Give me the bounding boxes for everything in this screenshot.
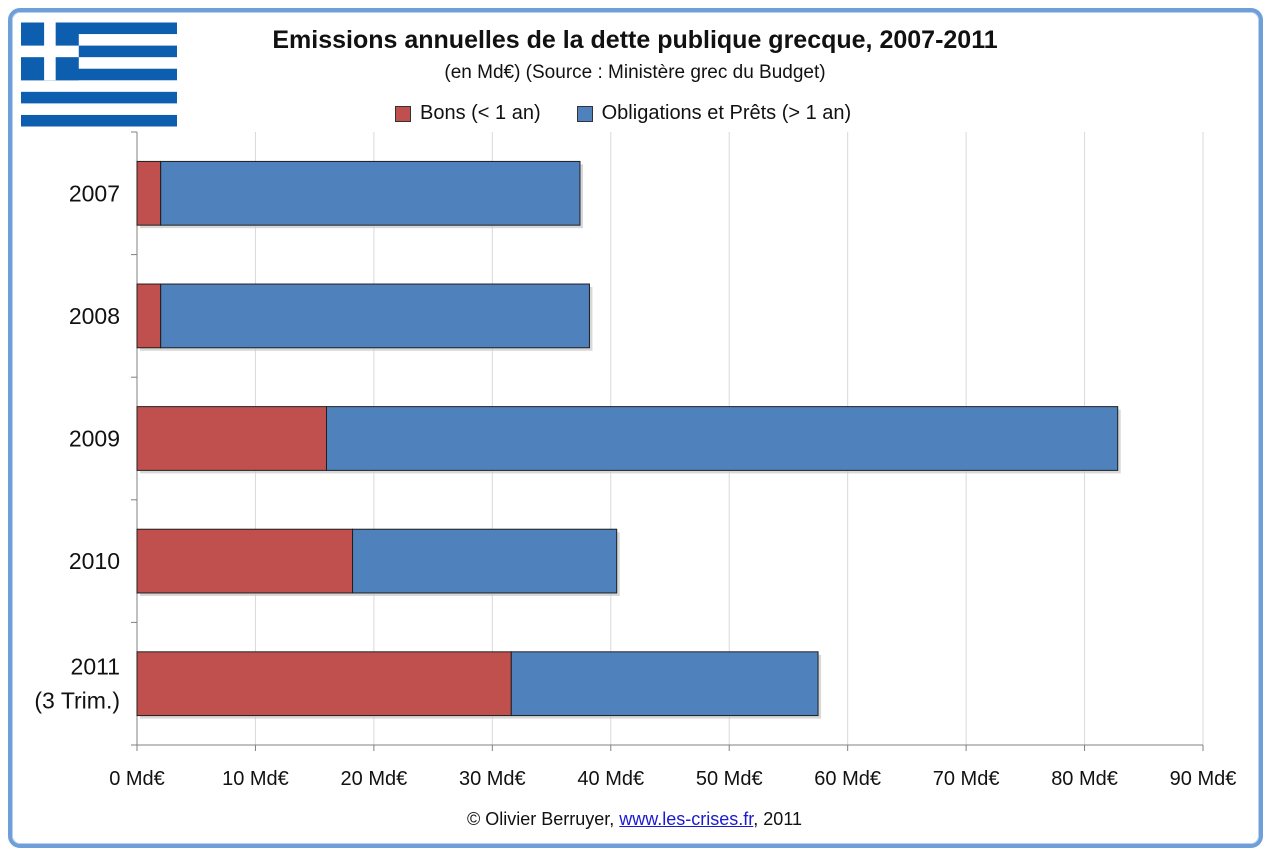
- bar-obligations-1: [160, 283, 590, 349]
- x-tick-label: 60 Md€: [814, 768, 881, 790]
- y-category-label: 2009: [69, 426, 120, 452]
- bar-bons-2: [136, 406, 328, 471]
- y-category-label: 2010: [69, 548, 120, 574]
- x-tick-label: 90 Md€: [1170, 768, 1237, 790]
- x-tick-label: 70 Md€: [933, 768, 1000, 790]
- footer-link[interactable]: www.les-crises.fr: [619, 809, 754, 829]
- chart-title: Emissions annuelles de la dette publique…: [272, 26, 998, 54]
- y-category-label: 2008: [69, 303, 120, 329]
- bar-bons-1: [136, 283, 162, 349]
- bar-bons-3: [136, 528, 354, 594]
- bar-obligations-3: [352, 528, 618, 594]
- x-tick-label: 0 Md€: [109, 768, 165, 790]
- legend-label-obligations: Obligations et Prêts (> 1 an): [601, 102, 852, 124]
- x-tick-label: 20 Md€: [341, 768, 408, 790]
- footer-author: © Olivier Berruyer,: [466, 809, 620, 829]
- y-category-label: (3 Trim.): [34, 688, 120, 714]
- legend-item-bons: Bons (< 1 an): [395, 102, 541, 125]
- y-category-label: 2011: [71, 654, 120, 680]
- x-tick-label: 10 Md€: [222, 768, 289, 790]
- footer-credit: © Olivier Berruyer, www.les-crises.fr, 2…: [0, 809, 1269, 830]
- bar-obligations-4: [510, 651, 819, 717]
- x-tick-label: 50 Md€: [696, 768, 763, 790]
- bar-obligations-0: [160, 160, 581, 226]
- legend-swatch-obligations: [576, 105, 593, 122]
- bar-bons-4: [136, 651, 512, 717]
- legend: Bons (< 1 an) Obligations et Prêts (> 1 …: [395, 102, 877, 125]
- legend-item-obligations: Obligations et Prêts (> 1 an): [576, 102, 852, 125]
- bar-obligations-2: [326, 406, 1119, 471]
- y-category-label: 2007: [69, 180, 120, 206]
- bar-bons-0: [136, 160, 162, 226]
- x-tick-label: 30 Md€: [459, 768, 526, 790]
- x-tick-label: 40 Md€: [577, 768, 644, 790]
- x-tick-label: 80 Md€: [1051, 768, 1118, 790]
- footer-year: , 2011: [753, 809, 803, 829]
- greek-flag-icon: [21, 22, 177, 127]
- legend-swatch-bons: [395, 105, 411, 122]
- legend-label-bons: Bons (< 1 an): [420, 102, 541, 124]
- chart-subtitle: (en Md€) (Source : Ministère grec du Bud…: [444, 62, 826, 83]
